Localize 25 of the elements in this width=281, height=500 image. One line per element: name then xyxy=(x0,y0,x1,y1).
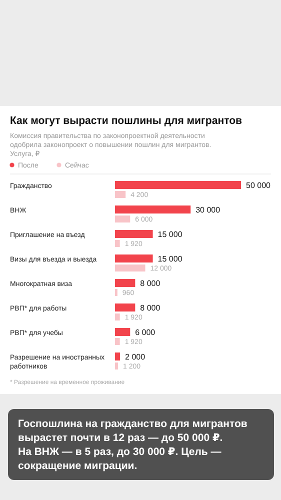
data-label: 2 000 xyxy=(125,352,146,362)
bar xyxy=(115,230,153,238)
data-label: 8 000 xyxy=(140,304,161,312)
bar xyxy=(115,314,120,320)
bar xyxy=(115,254,153,262)
bar xyxy=(115,338,120,345)
text: Госпошлина на гражданство для мигрантов вырастет почти в 12 раз — до 50 000 ₽. На ВНЖ — в 5 раз, до 30 000 ₽. Цель — сокращение миграции. xyxy=(18,418,248,472)
data-label: 8 000 xyxy=(140,279,161,288)
bar xyxy=(115,328,130,336)
data-label: 50 000 xyxy=(246,181,272,190)
data-label: 15 000 xyxy=(158,254,183,264)
bar xyxy=(115,264,146,272)
chart-title: Как могут вырасти пошлины для мигрантов xyxy=(10,115,252,127)
bar xyxy=(115,352,120,360)
bar xyxy=(115,191,126,198)
bar xyxy=(115,216,130,222)
bar xyxy=(115,181,241,189)
data-label: 15 000 xyxy=(158,230,183,239)
data-label: 30 000 xyxy=(196,206,221,214)
data-label: 6 000 xyxy=(135,328,156,337)
bar xyxy=(115,304,136,312)
bar xyxy=(115,240,120,247)
bar xyxy=(115,206,191,214)
bar xyxy=(115,362,118,370)
bar xyxy=(115,279,136,287)
